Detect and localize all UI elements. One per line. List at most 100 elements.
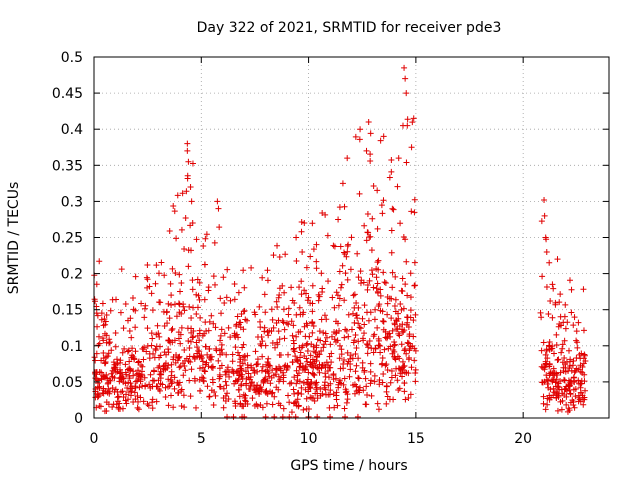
data-point: [552, 379, 559, 386]
data-point: [305, 405, 312, 412]
data-point: [553, 331, 560, 338]
data-point: [313, 353, 320, 360]
data-point: [335, 216, 342, 223]
data-point: [384, 367, 391, 374]
data-point: [200, 242, 207, 249]
data-point: [411, 259, 418, 266]
data-point: [363, 341, 370, 348]
data-point: [294, 372, 301, 379]
data-point: [365, 118, 372, 125]
data-point: [320, 344, 327, 351]
data-point: [180, 303, 187, 310]
data-point: [338, 281, 345, 288]
data-point: [319, 289, 326, 296]
data-point: [339, 180, 346, 187]
data-point: [151, 377, 158, 384]
data-point: [251, 402, 258, 409]
data-point: [208, 312, 215, 319]
data-point: [561, 337, 568, 344]
data-point: [347, 360, 354, 367]
data-point: [156, 299, 163, 306]
data-point: [234, 313, 241, 320]
data-point: [557, 378, 564, 385]
data-point: [331, 404, 338, 411]
data-point: [371, 372, 378, 379]
data-point: [168, 292, 175, 299]
data-point: [559, 345, 566, 352]
data-point: [352, 332, 359, 339]
data-point: [130, 368, 137, 375]
data-point: [236, 393, 243, 400]
data-point: [231, 280, 238, 287]
data-point: [544, 380, 551, 387]
data-point: [567, 391, 574, 398]
data-point: [572, 367, 579, 374]
data-point: [321, 341, 328, 348]
data-point: [407, 343, 414, 350]
data-point: [242, 368, 249, 375]
data-point: [285, 305, 292, 312]
data-point: [212, 392, 219, 399]
data-point: [408, 208, 415, 215]
data-point: [368, 267, 375, 274]
data-point: [296, 363, 303, 370]
data-point: [288, 379, 295, 386]
data-point: [371, 378, 378, 385]
data-point: [321, 312, 328, 319]
data-point: [582, 358, 589, 365]
data-point: [371, 316, 378, 323]
data-point: [161, 272, 168, 279]
data-point: [321, 362, 328, 369]
y-tick-label: 0.25: [52, 231, 83, 247]
data-point: [357, 126, 364, 133]
data-point: [189, 334, 196, 341]
data-point: [152, 280, 159, 287]
data-point: [226, 373, 233, 380]
data-point: [227, 334, 234, 341]
data-point: [134, 404, 141, 411]
data-point: [240, 326, 247, 333]
data-point: [179, 190, 186, 197]
data-point: [274, 303, 281, 310]
data-point: [399, 275, 406, 282]
data-point: [253, 361, 260, 368]
data-point: [247, 386, 254, 393]
data-point: [188, 198, 195, 205]
data-point: [220, 404, 227, 411]
data-point: [286, 413, 293, 420]
data-point: [353, 345, 360, 352]
data-point: [99, 300, 106, 307]
data-point: [238, 366, 245, 373]
data-point: [234, 349, 241, 356]
data-point: [222, 392, 229, 399]
data-point: [241, 284, 248, 291]
data-point: [302, 363, 309, 370]
data-point: [365, 344, 372, 351]
data-point: [384, 311, 391, 318]
data-point: [345, 333, 352, 340]
data-point: [356, 190, 363, 197]
data-point: [103, 371, 110, 378]
data-point: [546, 392, 553, 399]
data-point: [322, 338, 329, 345]
data-point: [367, 360, 374, 367]
data-point: [347, 266, 354, 273]
data-point: [109, 385, 116, 392]
data-point: [558, 406, 565, 413]
data-point: [555, 356, 562, 363]
data-point: [93, 310, 100, 317]
data-point: [348, 326, 355, 333]
data-point: [153, 331, 160, 338]
data-point: [361, 302, 368, 309]
data-point: [170, 404, 177, 411]
data-point: [392, 372, 399, 379]
data-point: [212, 324, 219, 331]
data-point: [223, 294, 230, 301]
data-point: [546, 259, 553, 266]
data-point: [106, 339, 113, 346]
data-point: [340, 356, 347, 363]
data-point: [184, 175, 191, 182]
data-point: [103, 332, 110, 339]
data-point: [169, 325, 176, 332]
data-point: [308, 379, 315, 386]
